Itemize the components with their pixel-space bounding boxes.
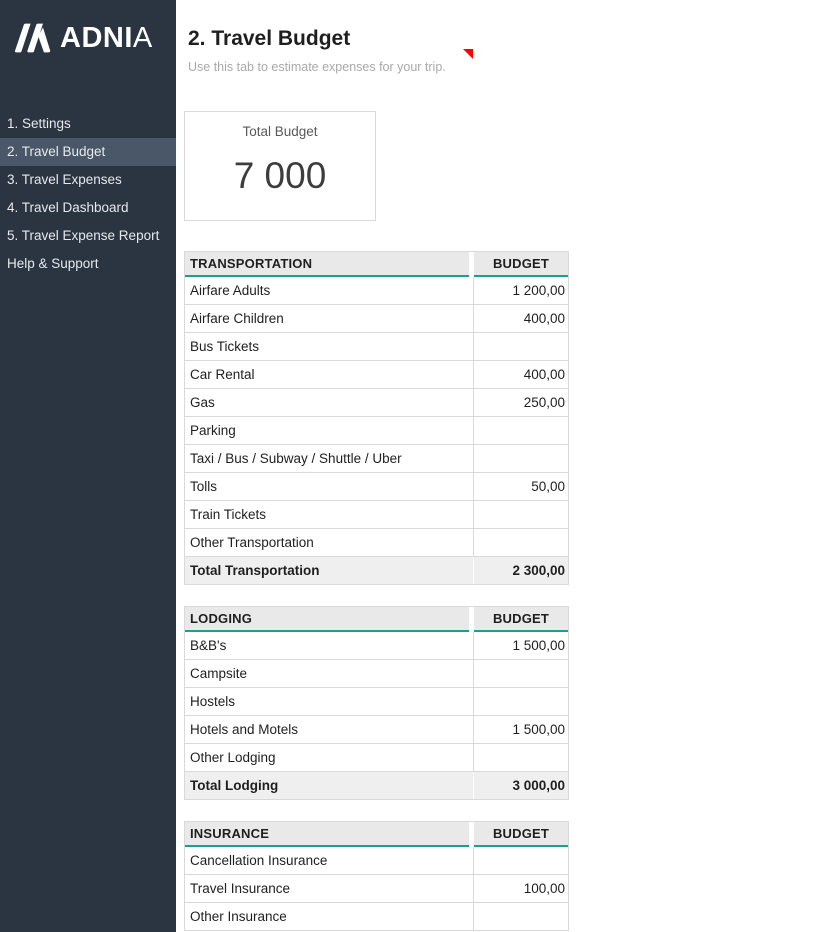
expense-label-cell: Travel Insurance (185, 875, 474, 902)
table-row: B&B's 1 500,00 (184, 632, 569, 660)
header-gutter (469, 252, 474, 277)
table-row: Other Lodging (184, 744, 569, 772)
table-row: Hostels (184, 688, 569, 716)
budget-value-cell[interactable]: 400,00 (523, 367, 565, 382)
expense-label-cell: Gas (185, 389, 474, 416)
expense-label-cell: Total Lodging (185, 772, 474, 799)
budget-column-header: BUDGET (474, 252, 568, 277)
budget-value-cell[interactable]: 100,00 (523, 881, 565, 896)
table-row: Hotels and Motels 1 500,00 (184, 716, 569, 744)
table-row: Gas 250,00 (184, 389, 569, 417)
expense-label-cell: Hotels and Motels (185, 716, 474, 743)
table-row: Taxi / Bus / Subway / Shuttle / Uber (184, 445, 569, 473)
table-row: Other Transportation (184, 529, 569, 557)
expense-label-cell: Other Insurance (185, 903, 474, 930)
category-header: LODGING (185, 607, 469, 632)
budget-value-cell[interactable]: 1 200,00 (512, 283, 565, 298)
table-total-row: Total Transportation 2 300,00 (184, 557, 569, 585)
table-row: Travel Insurance 100,00 (184, 875, 569, 903)
expense-label-cell: Other Transportation (185, 529, 474, 556)
expense-label-cell: Train Tickets (185, 501, 474, 528)
budget-table-insurance: INSURANCE BUDGET Cancellation Insurance … (184, 821, 569, 931)
adnia-logo-icon (11, 19, 53, 57)
total-budget-value: 7 000 (233, 155, 327, 196)
budget-value-cell[interactable] (474, 660, 568, 687)
table-row: Campsite (184, 660, 569, 688)
table-row: Parking (184, 417, 569, 445)
adnia-wordmark-bold: ADNI (60, 21, 133, 54)
table-row: Tolls 50,00 (184, 473, 569, 501)
budget-value-cell[interactable]: 50,00 (531, 479, 565, 494)
sidebar-item-4-travel-dashboard[interactable]: 4. Travel Dashboard (7, 200, 129, 215)
table-header-row: LODGING BUDGET (184, 606, 569, 632)
budget-value-cell[interactable] (474, 903, 568, 930)
expense-label-cell: Bus Tickets (185, 333, 474, 360)
budget-value-cell[interactable] (474, 445, 568, 472)
table-row: Airfare Adults 1 200,00 (184, 277, 569, 305)
expense-label-cell: Other Lodging (185, 744, 474, 771)
budget-value-cell[interactable] (474, 333, 568, 360)
budget-value-cell[interactable] (474, 417, 568, 444)
expense-label-cell: B&B's (185, 632, 474, 659)
expense-label-cell: Parking (185, 417, 474, 444)
table-total-row: Total Lodging 3 000,00 (184, 772, 569, 800)
header-gutter (469, 607, 474, 632)
budget-column-header: BUDGET (474, 607, 568, 632)
expense-label-cell: Hostels (185, 688, 474, 715)
page-title: 2. Travel Budget (188, 27, 351, 50)
sidebar: ADNIA 1. Settings 2. Travel Budget 3. Trav… (0, 0, 176, 932)
table-header-row: TRANSPORTATION BUDGET (184, 251, 569, 277)
table-row: Bus Tickets (184, 333, 569, 361)
budget-table-transportation: TRANSPORTATION BUDGET Airfare Adults 1 2… (184, 251, 569, 585)
header-gutter (469, 822, 474, 847)
expense-label-cell: Tolls (185, 473, 474, 500)
budget-value-cell[interactable] (474, 501, 568, 528)
budget-value-cell[interactable]: 250,00 (523, 395, 565, 410)
budget-value-cell[interactable]: 400,00 (523, 311, 565, 326)
budget-column-header: BUDGET (474, 822, 568, 847)
sidebar-item-help-support[interactable]: Help & Support (7, 256, 99, 271)
budget-value-cell[interactable]: 1 500,00 (512, 722, 565, 737)
table-row: Cancellation Insurance (184, 847, 569, 875)
expense-label-cell: Total Transportation (185, 557, 474, 584)
table-row: Other Insurance (184, 903, 569, 931)
sidebar-item-3-travel-expenses[interactable]: 3. Travel Expenses (7, 172, 122, 187)
sidebar-item-2-travel-budget[interactable]: 2. Travel Budget (0, 138, 176, 166)
table-row: Airfare Children 400,00 (184, 305, 569, 333)
sidebar-item-5-travel-expense-report[interactable]: 5. Travel Expense Report (7, 228, 160, 243)
budget-value-cell[interactable] (474, 688, 568, 715)
expense-label-cell: Cancellation Insurance (185, 847, 474, 874)
category-header: TRANSPORTATION (185, 252, 469, 277)
expense-label-cell: Taxi / Bus / Subway / Shuttle / Uber (185, 445, 474, 472)
budget-value-cell[interactable] (474, 847, 568, 874)
expense-label-cell: Campsite (185, 660, 474, 687)
adnia-logo: ADNIA (0, 0, 176, 58)
table-row: Car Rental 400,00 (184, 361, 569, 389)
budget-value-cell: 2 300,00 (512, 563, 565, 578)
category-header: INSURANCE (185, 822, 469, 847)
budget-value-cell[interactable] (474, 529, 568, 556)
sidebar-nav: 1. Settings 2. Travel Budget 3. Travel Exp… (0, 110, 176, 278)
expense-label-cell: Airfare Children (185, 305, 474, 332)
sidebar-item-1-settings[interactable]: 1. Settings (7, 116, 71, 131)
main-content: 2. Travel Budget Use this tab to estimat… (176, 0, 827, 932)
table-row: Train Tickets (184, 501, 569, 529)
page-subtitle: Use this tab to estimate expenses for yo… (188, 60, 446, 74)
table-header-row: INSURANCE BUDGET (184, 821, 569, 847)
budget-value-cell: 3 000,00 (512, 778, 565, 793)
expense-label-cell: Car Rental (185, 361, 474, 388)
adnia-wordmark-light: A (132, 21, 153, 54)
budget-tables: TRANSPORTATION BUDGET Airfare Adults 1 2… (184, 251, 827, 931)
expense-label-cell: Airfare Adults (185, 277, 474, 304)
total-budget-card: Total Budget 7 000 (184, 111, 376, 221)
budget-table-lodging: LODGING BUDGET B&B's 1 500,00 Campsite H… (184, 606, 569, 800)
comment-marker-icon (463, 49, 473, 59)
budget-value-cell[interactable] (474, 744, 568, 771)
budget-value-cell[interactable]: 1 500,00 (512, 638, 565, 653)
total-budget-label: Total Budget (242, 124, 318, 139)
adnia-wordmark: ADNIA (60, 22, 153, 55)
